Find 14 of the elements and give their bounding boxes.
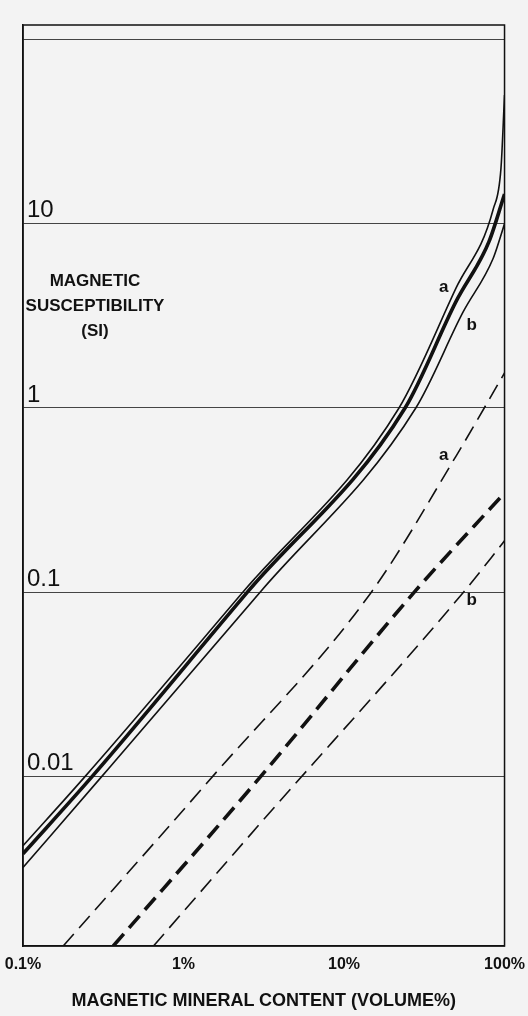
x-tick-label: 0.1%	[4, 955, 42, 973]
series-label: b	[466, 315, 477, 335]
x-tick-label: 100%	[484, 955, 525, 973]
series-label: a	[438, 277, 449, 296]
series-label: a	[438, 445, 449, 465]
y-tick-label: 0.01	[27, 748, 74, 776]
y-tick-label: 10	[27, 195, 54, 223]
series-label: b	[466, 589, 477, 609]
y-tick-label: 0.1	[27, 563, 61, 591]
x-tick-label: 10%	[328, 955, 361, 973]
x-tick-label: 1%	[171, 955, 196, 973]
y-tick-label: 1	[27, 379, 41, 407]
y-axis-title: MAGNETIC SUSCEPTIBILITY (SI)	[25, 270, 166, 340]
x-axis-title: MAGNETIC MINERAL CONTENT (VOLUME%)	[71, 990, 457, 1011]
